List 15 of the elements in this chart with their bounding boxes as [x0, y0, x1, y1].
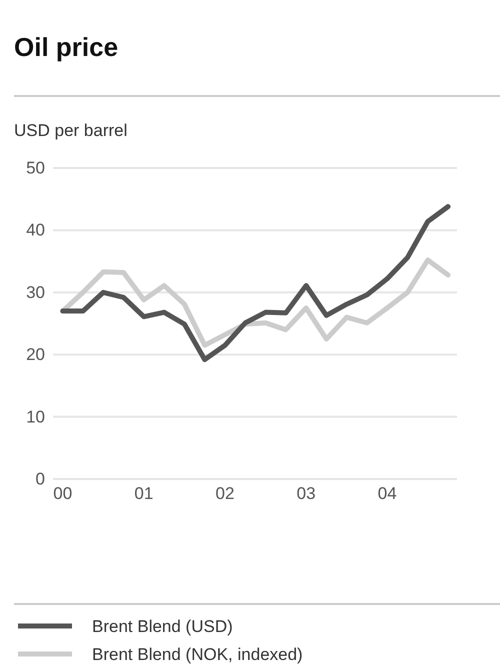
y-axis-title: USD per barrel — [14, 121, 128, 140]
x-tick-label: 02 — [216, 484, 234, 504]
y-tick-label: 30 — [26, 282, 45, 302]
x-tick-label: 01 — [134, 484, 154, 504]
y-tick-label: 40 — [26, 220, 45, 240]
x-tick-label: 04 — [378, 484, 397, 504]
y-tick-label: 50 — [26, 158, 45, 178]
y-tick-label: 10 — [26, 407, 45, 426]
chart-title: Oil price — [14, 32, 118, 62]
legend-label: Brent Blend (USD) — [92, 617, 233, 636]
legend-label: Brent Blend (NOK, indexed) — [92, 645, 303, 664]
x-tick-label: 03 — [296, 484, 316, 504]
x-tick-label: 00 — [53, 484, 72, 504]
y-tick-label: 0 — [36, 469, 45, 488]
y-tick-label: 20 — [26, 345, 45, 364]
